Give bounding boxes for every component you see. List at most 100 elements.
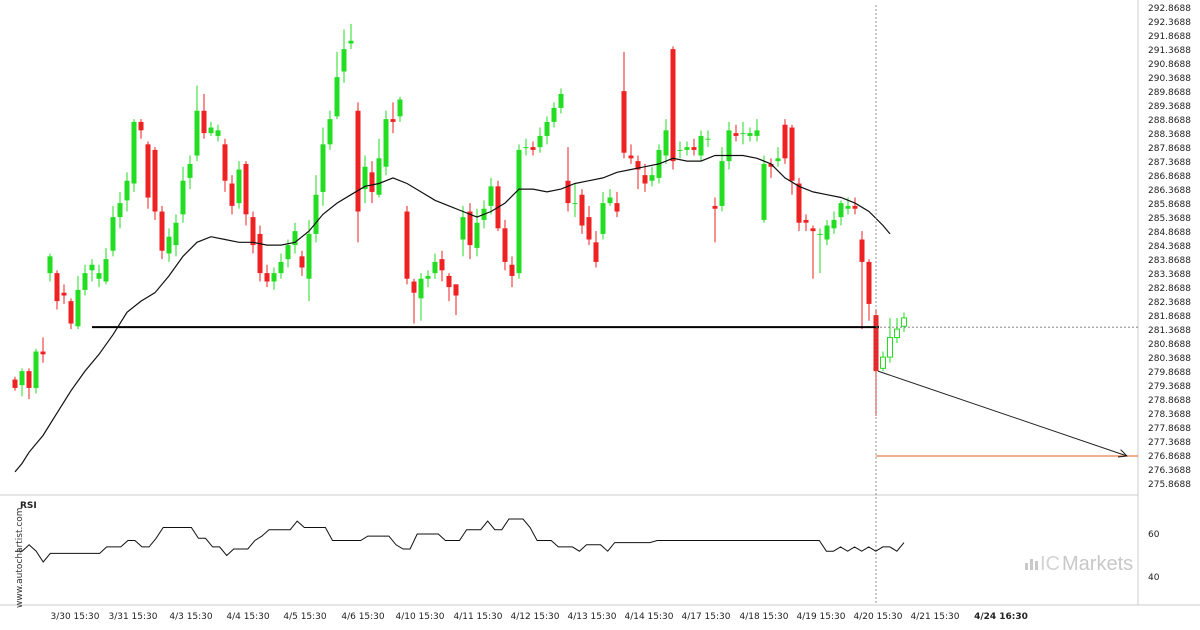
y-tick-label: 284.3688 — [1148, 242, 1191, 252]
candle-up — [740, 121, 746, 145]
candle-down — [159, 205, 165, 260]
y-tick-label: 278.3688 — [1148, 410, 1191, 420]
candle-body — [691, 147, 697, 150]
candle-up — [292, 222, 298, 254]
candle-up — [726, 121, 732, 170]
candle-body — [40, 351, 46, 355]
candle-down — [670, 46, 676, 170]
candle-body — [607, 197, 613, 204]
x-date-label: 4/4 15:30 — [226, 612, 270, 622]
candle-up — [19, 368, 25, 397]
candle-up — [684, 141, 690, 156]
candle-up — [96, 264, 102, 288]
candle-body — [684, 147, 690, 150]
y-tick-label: 291.3688 — [1148, 46, 1191, 56]
candle-body — [341, 49, 347, 72]
candle-up — [894, 317, 900, 344]
candle-body — [509, 264, 515, 276]
brand-logo: IC Markets — [1025, 553, 1133, 575]
candle-down — [768, 158, 774, 178]
candle-down — [789, 124, 795, 195]
x-date-label: 3/30 15:30 — [50, 612, 99, 622]
candle-body — [26, 371, 32, 388]
candle-down — [243, 161, 249, 226]
candle-down — [803, 214, 809, 232]
candle-down — [138, 119, 144, 139]
candle-up — [334, 51, 340, 120]
candle-body — [712, 205, 718, 209]
candle-down — [299, 250, 305, 276]
candle-body — [103, 259, 109, 282]
candle-down — [145, 141, 151, 209]
candle-down — [229, 175, 235, 215]
candle-down — [635, 155, 641, 190]
candle-up — [75, 275, 81, 330]
candle-body — [376, 158, 382, 195]
candle-body — [677, 149, 683, 151]
candle-body — [551, 107, 557, 122]
candle-body — [621, 91, 627, 153]
candle-body — [446, 275, 452, 288]
candle-down — [530, 141, 536, 156]
rsi-tick-label: 40 — [1148, 573, 1160, 583]
candle-body — [432, 261, 438, 274]
candle-up — [362, 155, 368, 204]
candle-body — [152, 149, 158, 212]
x-date-label: 4/14 15:30 — [624, 612, 673, 622]
candle-body — [355, 110, 361, 212]
candle-body — [334, 77, 340, 117]
candle-body — [831, 219, 837, 229]
candle-up — [817, 228, 823, 274]
candle-body — [866, 261, 872, 304]
y-tick-label: 290.8688 — [1148, 60, 1191, 70]
candle-body — [593, 242, 599, 262]
x-date-label: 4/5 15:30 — [283, 612, 327, 622]
candle-body — [19, 371, 25, 386]
candle-up — [194, 85, 200, 162]
y-tick-label: 282.3688 — [1148, 298, 1191, 308]
candle-body — [47, 256, 53, 274]
candle-down — [733, 124, 739, 142]
candle-body — [649, 175, 655, 181]
candle-body — [453, 284, 459, 296]
candle-body — [285, 245, 291, 260]
candle-body — [670, 49, 676, 162]
y-tick-label: 277.3688 — [1148, 438, 1191, 448]
candle-up — [131, 119, 137, 192]
candle-up — [572, 183, 578, 218]
candle-up — [271, 267, 277, 290]
candle-down — [642, 163, 648, 192]
plot-frame — [0, 0, 1200, 606]
candle-body — [257, 233, 263, 274]
rsi-title: RSI — [20, 501, 37, 511]
candle-body — [425, 275, 431, 279]
candle-body — [54, 273, 60, 302]
candle-up — [215, 124, 221, 142]
x-date-label: 4/10 15:30 — [395, 612, 444, 622]
candle-up — [166, 228, 172, 262]
y-tick-label: 278.8688 — [1148, 396, 1191, 406]
candle-up — [327, 110, 333, 150]
y-tick-label: 276.3688 — [1148, 466, 1191, 476]
candle-down — [628, 144, 634, 164]
candle-body — [348, 40, 354, 44]
candle-body — [243, 163, 249, 215]
x-date-label: 4/3 15:30 — [169, 612, 213, 622]
chart-overlays — [14, 5, 1138, 605]
candle-up — [117, 191, 123, 229]
candle-down — [250, 211, 256, 254]
candle-down — [26, 368, 32, 400]
candle-up — [677, 141, 683, 159]
candle-body — [306, 233, 312, 279]
y-tick-label: 292.8688 — [1148, 4, 1191, 14]
candle-body — [733, 133, 739, 136]
candle-up — [824, 219, 830, 246]
candle-up — [341, 29, 347, 83]
y-tick-label: 279.8688 — [1148, 368, 1191, 378]
projection-arrowhead — [1118, 449, 1129, 458]
candle-body — [439, 259, 445, 271]
candle-up — [460, 205, 466, 257]
candle-body — [817, 233, 823, 235]
y-tick-label: 291.8688 — [1148, 32, 1191, 42]
